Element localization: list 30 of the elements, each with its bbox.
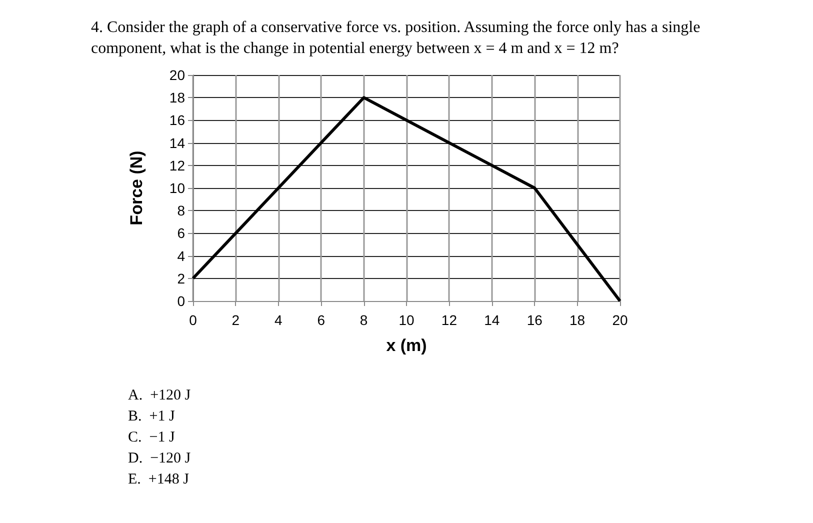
x-tick-label: 6 <box>317 312 326 328</box>
y-tick-label: 10 <box>169 180 186 196</box>
y-tick-label: 16 <box>169 112 186 128</box>
y-tick-label: 14 <box>169 134 186 151</box>
text: B. +1 J <box>128 408 175 424</box>
y-tick-label: 8 <box>177 202 186 219</box>
x-tick-label: 2 <box>232 312 240 328</box>
text: E. +148 J <box>128 472 190 488</box>
y-tick-label: 2 <box>177 270 186 286</box>
x-tick-label: 16 <box>526 312 543 328</box>
x-tick-label: 20 <box>612 312 628 328</box>
y-axis-title: Force (N) <box>127 150 146 226</box>
y-tick-label: 18 <box>169 90 186 106</box>
y-tick-label: 12 <box>169 157 186 174</box>
x-tick-label: 10 <box>398 312 414 328</box>
y-tick-label: 0 <box>177 293 186 309</box>
x-tick-label: 8 <box>360 312 368 328</box>
y-tick-label: 20 <box>169 67 186 83</box>
y-tick-label: 4 <box>177 248 186 264</box>
chart-title: 4. Consider the graph of a conservative force vs. position. Assuming the force only has a single component, what is the change in potential energy between x = 4 m and x = 12 m? <box>91 19 704 57</box>
text: D. −120 J <box>128 450 191 466</box>
x-tick-label: 14 <box>484 312 500 328</box>
x-tick-label: 12 <box>441 312 458 328</box>
y-tick-label: 6 <box>177 225 186 242</box>
x-tick-label: 0 <box>189 312 198 328</box>
x-axis-title: x (m) <box>386 336 427 355</box>
x-tick-label: 18 <box>570 312 586 328</box>
text: A. +120 J <box>128 388 191 404</box>
text: C. −1 J <box>128 430 175 446</box>
x-tick-label: 4 <box>274 312 282 328</box>
